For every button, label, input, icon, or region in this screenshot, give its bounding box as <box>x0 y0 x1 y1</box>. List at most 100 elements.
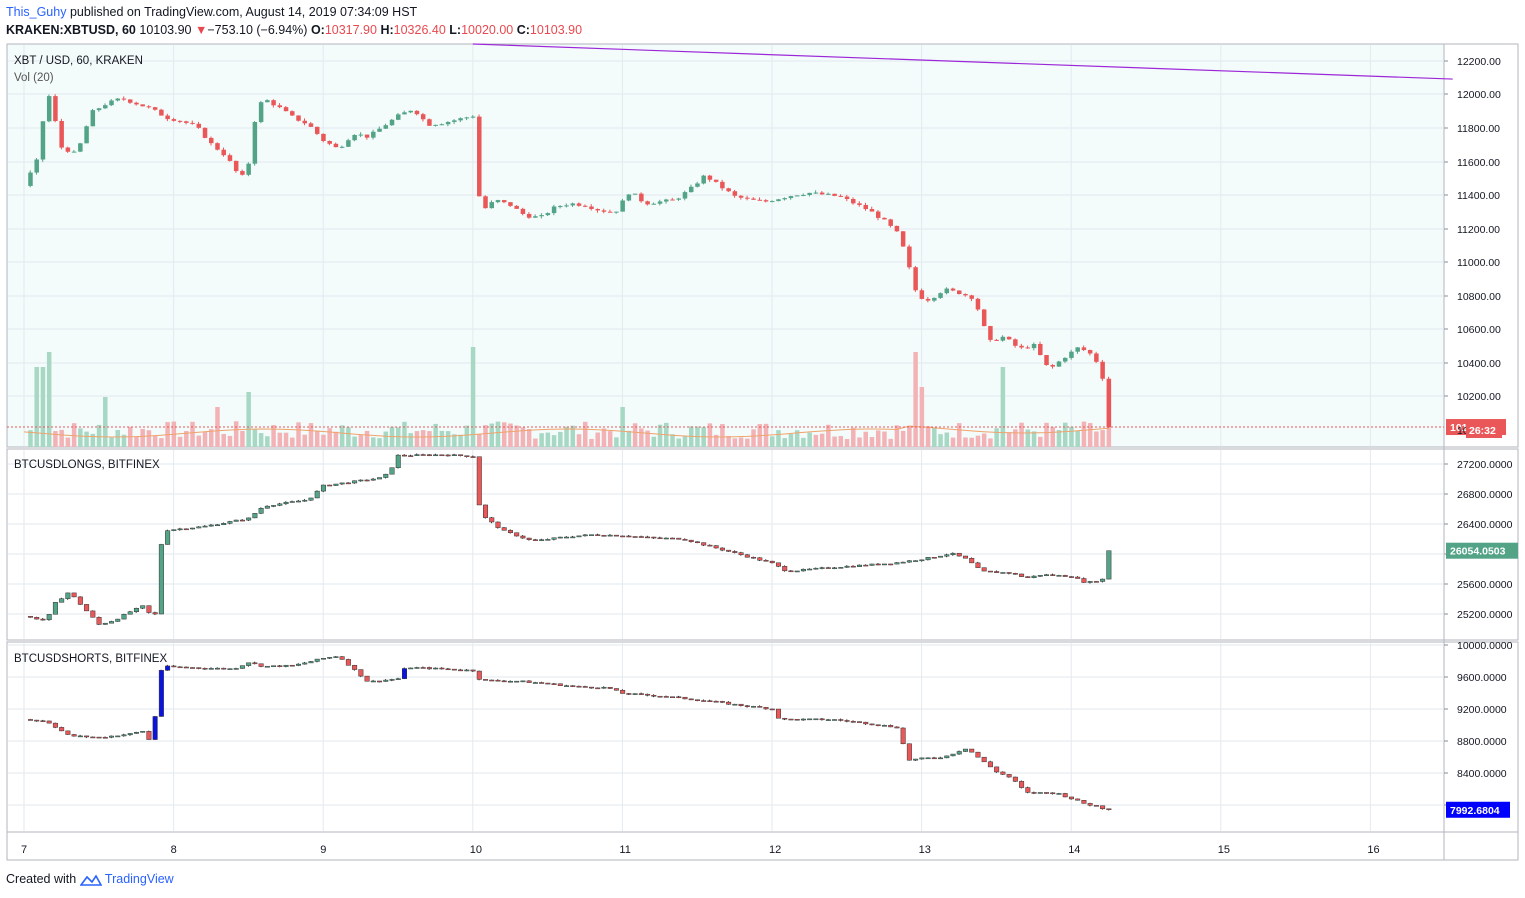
volume-bar <box>1025 429 1031 447</box>
candle-body <box>165 115 170 120</box>
candle-body <box>981 756 987 763</box>
candle-body <box>233 519 239 522</box>
candle-body <box>539 215 544 217</box>
candle-body <box>738 552 744 556</box>
volume-bar <box>819 433 825 447</box>
candle-body <box>975 562 981 568</box>
y-tick-label: 11400.00 <box>1457 190 1500 202</box>
candle-body <box>314 490 320 499</box>
candle-body <box>545 539 551 541</box>
candle-body <box>719 547 725 551</box>
candle-body <box>931 557 937 559</box>
candle-body <box>850 721 856 723</box>
candle-body <box>77 596 83 605</box>
candle-body <box>962 555 968 559</box>
candle-body <box>121 614 127 620</box>
candle-body <box>950 552 956 556</box>
candle-body <box>84 126 89 144</box>
candle-body <box>956 552 962 557</box>
volume-bar <box>713 434 719 447</box>
candle-body <box>813 567 819 570</box>
candle-body <box>657 695 663 698</box>
candle-body <box>152 612 158 615</box>
candle-body <box>632 193 638 195</box>
volume-bar <box>826 424 831 447</box>
candle-body <box>813 192 819 194</box>
candle-body <box>1006 572 1012 574</box>
volume-bar <box>869 437 875 447</box>
volume-bar <box>489 423 494 447</box>
candle-body <box>458 454 464 456</box>
candle-body <box>601 535 607 537</box>
volume-bar <box>626 430 632 447</box>
candle-body <box>445 668 451 671</box>
candle-body <box>1094 353 1099 362</box>
candle-body <box>1093 581 1099 583</box>
candle-body <box>1044 792 1050 794</box>
candle-body <box>620 200 625 212</box>
volume-bar <box>707 423 713 447</box>
candle-body <box>757 557 763 561</box>
tradingview-link[interactable]: TradingView <box>104 872 174 886</box>
candle-body <box>133 732 139 734</box>
volume-bar <box>1075 430 1080 447</box>
candle-body <box>620 535 626 538</box>
candle-body <box>53 96 58 122</box>
candle-body <box>981 567 987 572</box>
candle-body <box>576 535 582 538</box>
candle-body <box>638 536 644 538</box>
candle-body <box>28 172 33 186</box>
candle-body <box>495 679 501 682</box>
candle-body <box>308 661 314 664</box>
candle-body <box>1075 347 1080 352</box>
candle-body <box>464 117 470 119</box>
candle-body <box>221 667 227 670</box>
volume-bar <box>53 431 58 447</box>
volume-bar <box>907 425 912 447</box>
author-link[interactable]: This_Guhy <box>6 5 67 19</box>
candle-body <box>938 757 944 760</box>
candle-body <box>794 570 800 573</box>
volume-bar <box>358 434 364 447</box>
candle-body <box>445 121 451 125</box>
candle-body <box>190 122 195 124</box>
volume-bar <box>639 428 644 447</box>
candle-body <box>963 294 968 296</box>
volume-bar <box>290 437 295 447</box>
candle-body <box>588 534 594 536</box>
candle-body <box>520 680 526 683</box>
candle-body <box>109 100 114 106</box>
candle-body <box>888 219 893 226</box>
candle-body <box>588 686 594 689</box>
candle-body <box>183 666 189 669</box>
volume-bar <box>932 427 937 447</box>
candle-body <box>919 559 925 562</box>
volume-bar <box>333 431 339 447</box>
volume-bar <box>981 433 987 447</box>
candle-body <box>713 545 719 549</box>
candle-body <box>719 701 725 703</box>
candle-body <box>738 703 744 706</box>
candle-body <box>794 718 800 721</box>
candle-body <box>1050 574 1056 576</box>
candle-body <box>582 534 588 537</box>
candle-body <box>420 454 426 456</box>
volume-bar <box>265 436 270 447</box>
volume-bar <box>1006 432 1012 447</box>
candle-body <box>289 501 295 503</box>
candle-body <box>265 100 270 103</box>
candle-body <box>127 733 133 736</box>
candle-body <box>707 700 713 703</box>
candle-body <box>426 667 432 670</box>
candle-body <box>489 202 494 209</box>
volume-bar <box>196 435 202 447</box>
candle-body <box>46 614 52 621</box>
candle-body <box>439 124 445 126</box>
volume-bar <box>408 433 413 447</box>
candle-body <box>345 482 351 485</box>
candle-body <box>1013 339 1018 346</box>
volume-bar <box>1019 422 1024 447</box>
candle-body <box>919 757 925 760</box>
candle-body <box>84 604 90 612</box>
